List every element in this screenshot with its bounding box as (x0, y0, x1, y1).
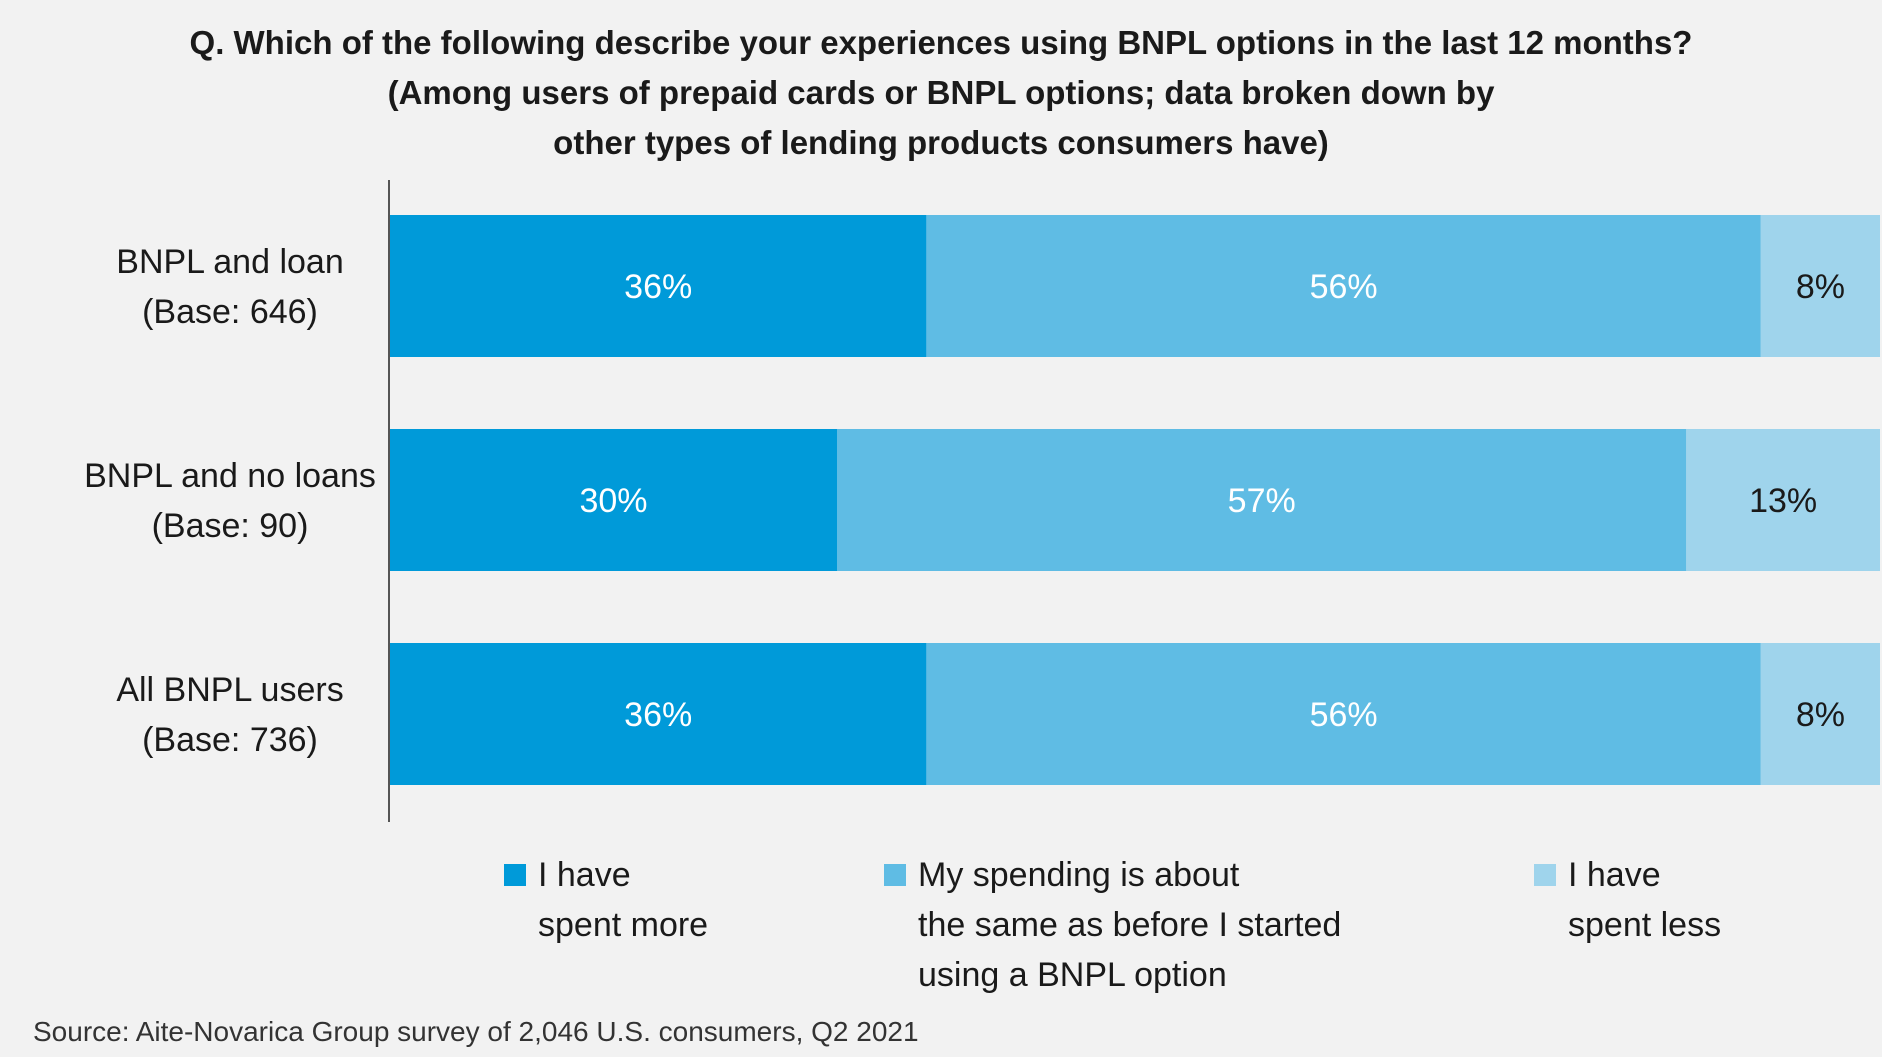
legend-label-line: using a BNPL option (918, 956, 1227, 994)
legend-swatch-3 (1534, 864, 1556, 886)
category-label-1-line-1: BNPL and loan (116, 243, 343, 281)
source-note: Source: Aite-Novarica Group survey of 2,… (33, 1016, 919, 1047)
legend-label-1: I have spent more (538, 850, 708, 950)
bar-segment-1-2 (926, 215, 1761, 357)
data-label-2-3: 13% (1749, 482, 1817, 520)
bar-segment-3-2 (926, 643, 1761, 785)
bar-segment-2-1 (390, 429, 837, 571)
data-label-1-3: 8% (1796, 268, 1845, 306)
legend-swatch-2 (884, 864, 906, 886)
legend-label-line: I have (538, 856, 631, 894)
bar-segment-3-1 (390, 643, 927, 785)
chart-title-line-3: other types of lending products consumer… (553, 124, 1329, 161)
data-label-1-1: 36% (624, 268, 692, 306)
bar-segment-1-1 (390, 215, 927, 357)
chart-title: Q. Which of the following describe your … (0, 18, 1882, 168)
bar-segment-2-2 (837, 429, 1687, 571)
legend-label-line: the same as before I started (918, 906, 1342, 944)
legend-label-2: My spending is about the same as before I… (918, 850, 1341, 1000)
legend-swatch-1 (504, 864, 526, 886)
chart-title-line-1: Q. Which of the following describe your … (189, 24, 1693, 61)
data-label-2-1: 30% (579, 482, 647, 520)
category-label-2-line-2: (Base: 90) (152, 507, 309, 545)
data-label-1-2: 56% (1310, 268, 1378, 306)
stacked-bar-chart: 36% 56% 8% BNPL and loan (Base: 646) 30% 57% 13… (84, 180, 1880, 822)
bar-segment-3-3 (1760, 643, 1880, 785)
data-label-3-2: 56% (1310, 696, 1378, 734)
legend-label-line: My spending is about (918, 856, 1240, 894)
legend-label-3: I have spent less (1568, 850, 1721, 950)
data-label-2-2: 57% (1228, 482, 1296, 520)
legend-label-line: spent less (1568, 906, 1722, 944)
legend-label-line: spent more (538, 906, 709, 944)
data-label-3-1: 36% (624, 696, 692, 734)
legend-label-line: I have (1568, 856, 1661, 894)
data-label-3-3: 8% (1796, 696, 1845, 734)
bar-segment-1-3 (1760, 215, 1880, 357)
category-label-2-line-1: BNPL and no loans (84, 457, 376, 495)
category-label-3-line-2: (Base: 736) (142, 721, 318, 759)
bar-segment-2-3 (1686, 429, 1880, 571)
category-label-3-line-1: All BNPL users (116, 671, 343, 709)
category-label-1-line-2: (Base: 646) (142, 293, 318, 331)
chart-title-line-2: (Among users of prepaid cards or BNPL op… (387, 74, 1495, 111)
